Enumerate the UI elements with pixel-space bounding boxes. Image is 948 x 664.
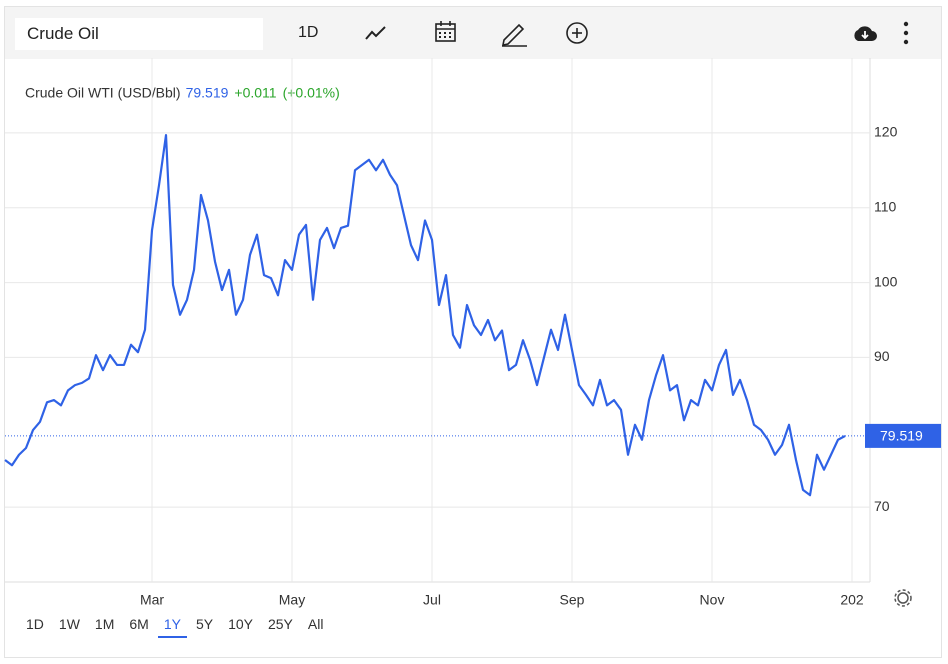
add-icon[interactable]: [565, 21, 591, 47]
range-button[interactable]: 1Y: [157, 612, 187, 638]
symbol-input[interactable]: Crude Oil: [15, 18, 263, 50]
header-change: +0.011: [234, 85, 276, 101]
last-price-tag: [865, 423, 941, 448]
range-button[interactable]: 1W: [58, 616, 80, 632]
range-button[interactable]: 1M: [94, 616, 115, 632]
x-tick-label: Jul: [423, 592, 441, 608]
menu-icon[interactable]: [901, 19, 911, 47]
last-price-label: 79.519: [880, 428, 923, 444]
x-tick-label: Mar: [140, 592, 164, 608]
y-tick-label: 70: [874, 498, 890, 514]
x-tick-label: May: [279, 592, 305, 608]
range-button[interactable]: 1D: [26, 616, 44, 632]
interval-button[interactable]: 1D: [298, 24, 319, 41]
range-button[interactable]: 5Y: [195, 616, 214, 632]
y-tick-label: 90: [874, 348, 890, 364]
y-tick-label: 100: [874, 273, 898, 289]
range-button[interactable]: 25Y: [267, 616, 293, 632]
range-bar: 1D 1W 1M 6M 1Y 5Y 10Y 25Y All: [20, 612, 332, 638]
range-button[interactable]: 6M: [129, 616, 149, 632]
toolbar: Crude Oil 1D: [5, 7, 941, 59]
chart-type-icon[interactable]: [363, 21, 389, 45]
settings-icon[interactable]: [894, 589, 912, 607]
calendar-icon[interactable]: [433, 19, 459, 45]
draw-icon[interactable]: [499, 19, 529, 47]
chart-widget: Crude Oil 1D: [4, 6, 942, 658]
download-icon[interactable]: [851, 23, 879, 43]
price-line: [4, 134, 846, 497]
x-tick-label: Sep: [560, 592, 585, 608]
header-price: 79.519: [186, 85, 229, 101]
range-button[interactable]: 10Y: [228, 616, 253, 632]
x-tick-label: Nov: [700, 592, 725, 608]
range-button[interactable]: All: [307, 616, 324, 632]
y-tick-label: 110: [874, 198, 897, 214]
y-tick-label: 120: [874, 124, 898, 140]
x-tick-label: 202: [840, 592, 864, 608]
header-change-percent: (+0.01%): [283, 85, 340, 101]
series-name: Crude Oil WTI (USD/Bbl): [25, 85, 181, 101]
